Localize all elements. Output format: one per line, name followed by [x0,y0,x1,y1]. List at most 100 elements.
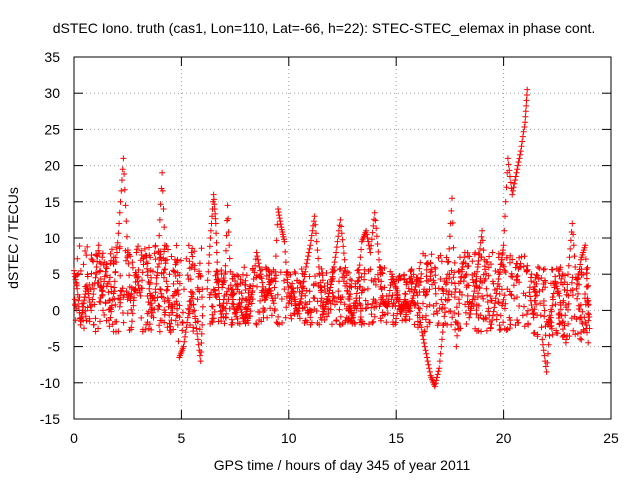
data-point [238,309,245,316]
data-point [531,306,538,313]
data-point [401,276,408,283]
data-point [426,368,433,375]
y-tick-label: 15 [44,194,60,210]
data-point [282,259,289,266]
x-tick-label: 0 [70,430,78,446]
data-point [82,308,89,314]
data-point [89,296,96,303]
data-point [172,273,179,279]
data-point [514,294,520,301]
data-point [347,276,354,283]
data-point [338,230,345,237]
data-point [122,247,129,254]
data-point [106,317,112,324]
data-point [312,273,319,280]
data-point [324,298,331,305]
data-point [265,267,272,273]
data-point [321,283,328,290]
data-point [495,276,502,282]
data-point [243,305,250,312]
data-point [486,312,493,319]
data-point [161,266,168,273]
data-point [514,319,521,326]
data-point [337,313,344,320]
data-point [236,303,243,310]
data-point [455,280,462,287]
data-point [341,256,348,263]
data-point [432,290,439,297]
data-point [342,319,349,326]
data-point [353,290,360,297]
data-point [442,281,449,288]
data-point [444,297,451,304]
data-point [418,270,425,277]
data-point [79,309,86,316]
data-point [346,293,353,300]
data-point [332,301,338,308]
data-point [107,274,113,281]
data-point [369,229,376,236]
data-point [377,283,384,290]
data-point [543,368,550,375]
data-point [148,326,155,333]
data-point [77,267,84,274]
data-point [172,317,179,324]
data-point [293,305,299,312]
data-point [583,325,590,332]
data-point [144,310,151,317]
data-point [434,322,441,329]
data-point [299,305,306,312]
data-point [523,92,530,98]
data-point [96,268,103,275]
data-point [230,304,237,310]
data-point [189,245,196,252]
data-point [362,297,369,304]
data-point [338,223,345,230]
data-point [423,312,429,319]
data-point [405,302,412,309]
data-point [175,338,182,345]
data-point [473,277,480,284]
data-point [111,278,118,285]
data-point [421,328,428,335]
data-point [516,155,523,162]
data-point [475,302,482,309]
data-point [406,316,413,323]
data-point [255,260,262,267]
data-point [288,315,295,322]
data-point [240,271,246,278]
data-point [72,317,79,324]
data-point [372,299,379,306]
data-point [222,269,229,275]
data-point [550,280,557,287]
data-point [560,297,567,304]
data-point [210,286,217,293]
data-point [318,295,325,302]
data-point [296,288,303,295]
data-point [377,264,384,271]
data-point [154,264,161,270]
data-point [516,303,523,309]
data-point [87,303,94,310]
data-point [120,294,127,301]
data-point [439,336,445,343]
data-point [190,291,197,297]
data-point [507,291,514,298]
data-point [216,290,222,297]
data-point [180,309,186,316]
data-point [243,272,250,279]
data-point [462,309,469,316]
data-point [215,318,222,325]
data-point [93,251,100,258]
data-point [475,261,481,268]
data-point [287,271,294,278]
data-point [578,336,585,343]
data-point [438,258,445,265]
data-point [426,286,433,293]
data-point [327,306,334,313]
data-point [507,321,514,328]
data-point [306,288,313,295]
data-point [361,276,368,283]
data-point [479,227,486,234]
